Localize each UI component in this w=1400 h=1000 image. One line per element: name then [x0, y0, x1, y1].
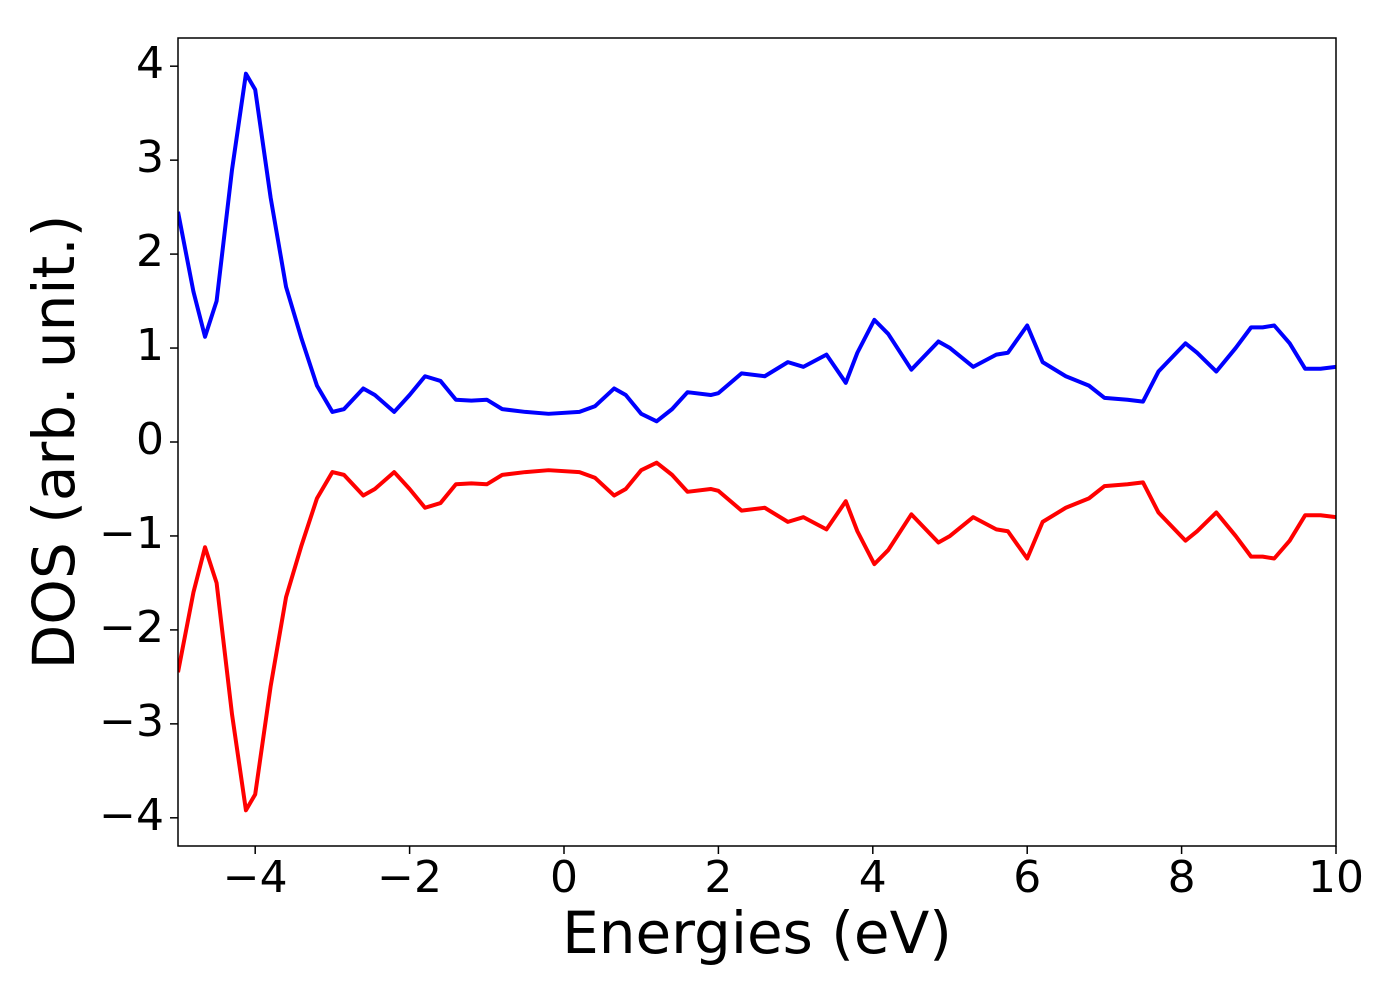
y-tick-label: −3	[99, 696, 164, 747]
x-tick-label: 4	[859, 852, 887, 903]
x-tick-label: 2	[704, 852, 732, 903]
y-tick-label: 1	[136, 320, 164, 371]
x-tick-label: −4	[223, 852, 288, 903]
x-tick-label: 8	[1168, 852, 1196, 903]
x-axis-label: Energies (eV)	[562, 899, 952, 967]
x-tick-label: 6	[1013, 852, 1041, 903]
y-tick-label: 2	[136, 226, 164, 277]
y-tick-label: 0	[136, 414, 164, 465]
y-axis-label: DOS (arb. unit.)	[20, 215, 88, 670]
x-tick-label: −2	[377, 852, 442, 903]
y-tick-label: −2	[99, 602, 164, 653]
data-line	[178, 71, 1336, 424]
plot-frame	[177, 37, 1337, 847]
data-line	[178, 460, 1336, 813]
y-tick-label: −4	[99, 790, 164, 841]
y-tick-label: 4	[136, 38, 164, 89]
x-tick-label: 0	[550, 852, 578, 903]
y-tick-label: −1	[99, 508, 164, 559]
x-tick-label: 10	[1308, 852, 1364, 903]
y-tick-label: 3	[136, 132, 164, 183]
